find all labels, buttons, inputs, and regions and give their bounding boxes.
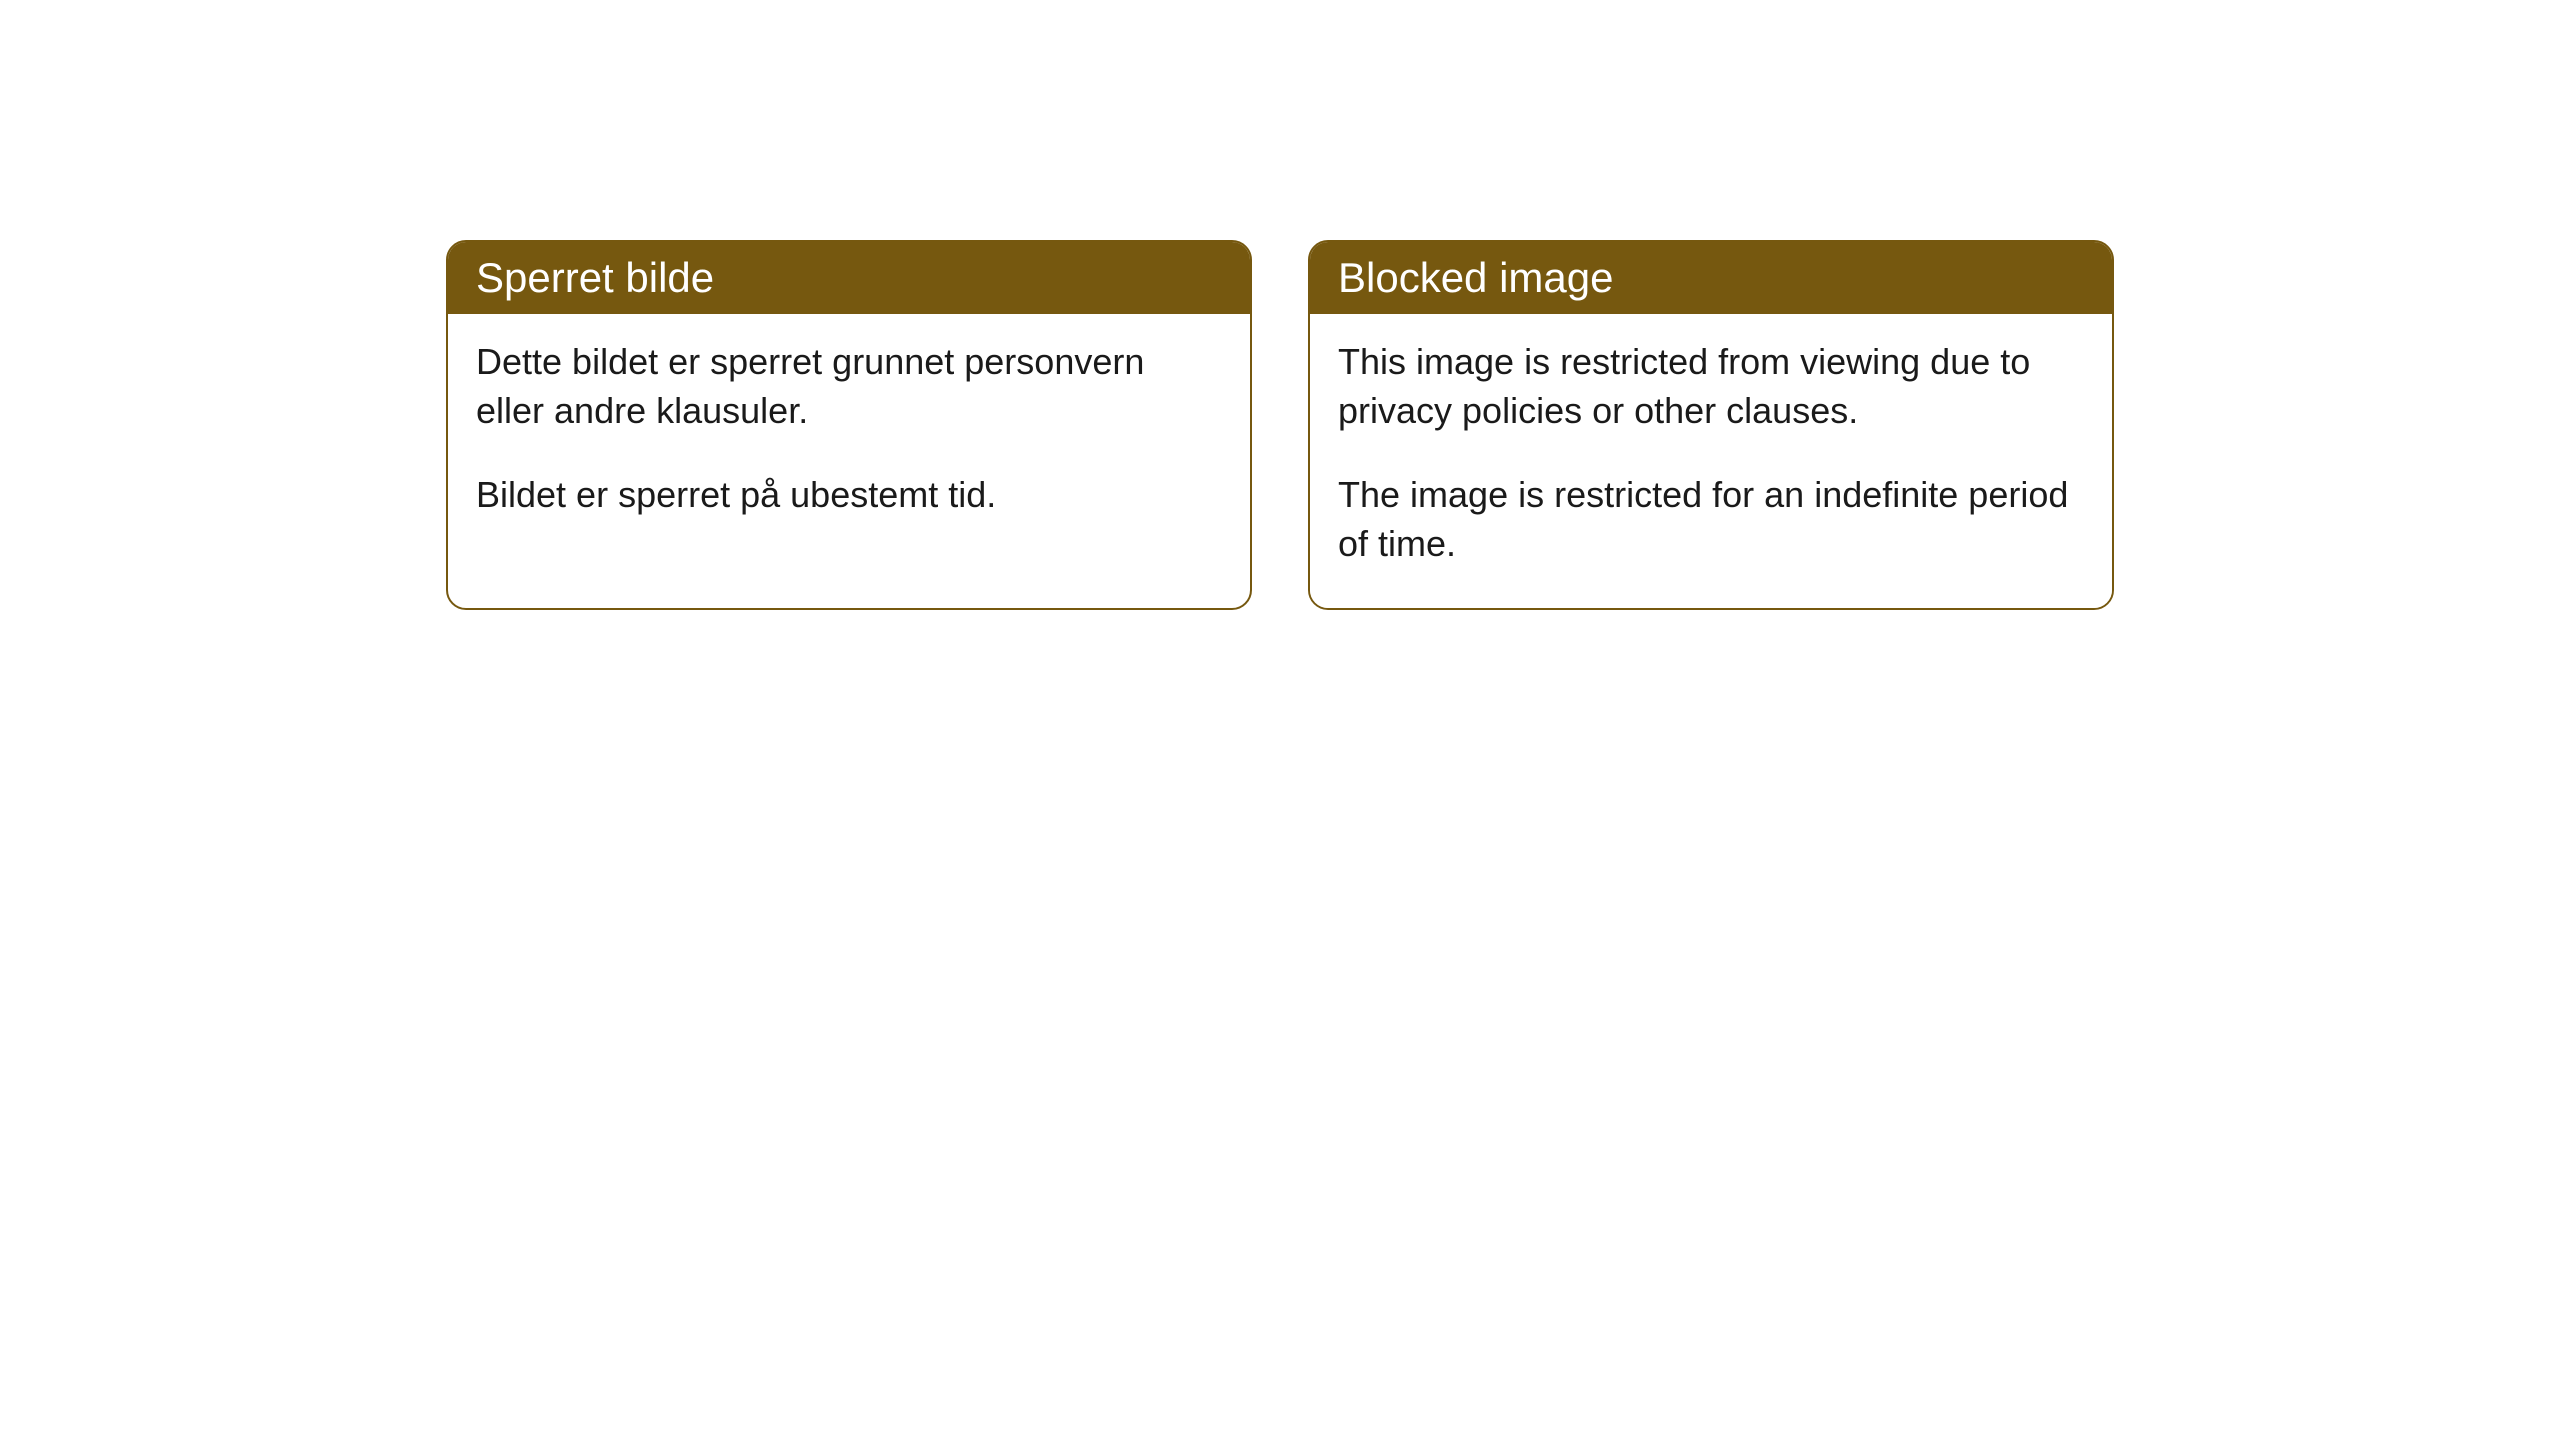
card-header: Sperret bilde [448,242,1250,314]
card-paragraph-2: Bildet er sperret på ubestemt tid. [476,471,1222,520]
card-paragraph-1: Dette bildet er sperret grunnet personve… [476,338,1222,435]
card-paragraph-1: This image is restricted from viewing du… [1338,338,2084,435]
card-title: Blocked image [1338,254,1613,301]
card-title: Sperret bilde [476,254,714,301]
card-body: This image is restricted from viewing du… [1310,314,2112,608]
card-paragraph-2: The image is restricted for an indefinit… [1338,471,2084,568]
card-header: Blocked image [1310,242,2112,314]
card-container: Sperret bilde Dette bildet er sperret gr… [0,0,2560,610]
blocked-image-card-english: Blocked image This image is restricted f… [1308,240,2114,610]
blocked-image-card-norwegian: Sperret bilde Dette bildet er sperret gr… [446,240,1252,610]
card-body: Dette bildet er sperret grunnet personve… [448,314,1250,560]
